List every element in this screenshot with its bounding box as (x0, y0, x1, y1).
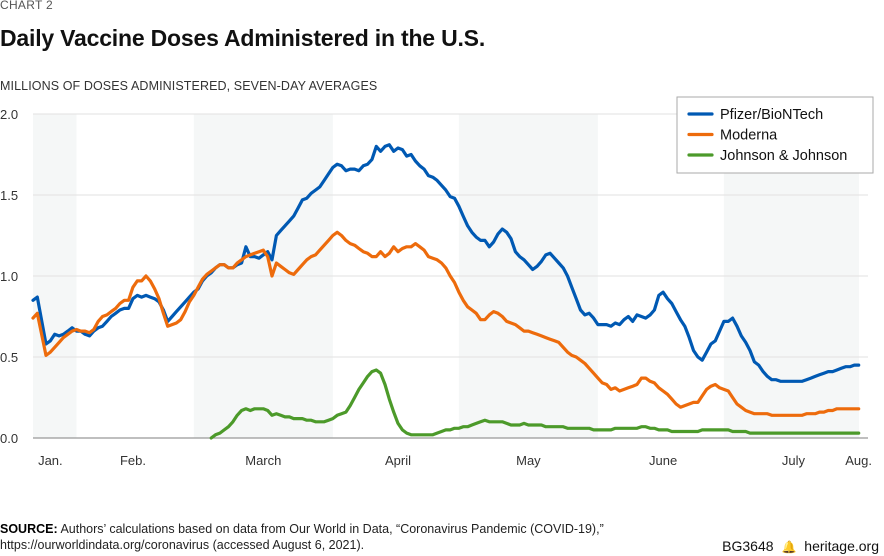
chart-kicker: CHART 2 (0, 0, 54, 12)
series-line-pfizer-biontech (31, 143, 861, 383)
y-tick-label: 2.0 (0, 107, 18, 122)
source-url[interactable]: https://ourworldindata.org/coronavirus (… (0, 538, 365, 552)
x-tick-label: May (516, 453, 541, 468)
y-tick-label: 1.0 (0, 269, 18, 284)
x-tick-label: April (385, 453, 411, 468)
liberty-bell-icon: 🔔 (781, 540, 797, 554)
source-note: SOURCE: Authors’ calculations based on d… (0, 521, 604, 553)
x-tick-label: Feb. (120, 453, 146, 468)
series-lines (31, 143, 861, 440)
source-label: SOURCE: (0, 522, 58, 536)
legend-label: Pfizer/BioNTech (720, 107, 823, 123)
source-text: Authors’ calculations based on data from… (60, 522, 604, 536)
x-tick-label: March (245, 453, 281, 468)
x-tick-label: Aug. (845, 453, 872, 468)
x-axis-ticks: Jan. Feb. March April May June July Aug. (38, 453, 872, 468)
series-line-moderna (31, 230, 861, 417)
y-tick-label: 0.5 (0, 350, 18, 365)
x-tick-label: June (649, 453, 677, 468)
chart-title: Daily Vaccine Doses Administered in the … (0, 25, 486, 51)
x-tick-label: July (782, 453, 806, 468)
x-tick-label: Jan. (38, 453, 63, 468)
credit: BG3648 🔔 heritage.org (722, 538, 879, 554)
legend: Pfizer/BioNTech Moderna Johnson & Johnson (676, 96, 874, 174)
legend-label: Johnson & Johnson (720, 148, 847, 164)
legend-label: Moderna (720, 128, 778, 144)
y-tick-label: 1.5 (0, 188, 18, 203)
y-axis-ticks: 0.0 0.5 1.0 1.5 2.0 (0, 107, 18, 446)
site-link[interactable]: heritage.org (804, 538, 879, 554)
chart-subtitle: MILLIONS OF DOSES ADMINISTERED, SEVEN-DA… (0, 79, 378, 93)
y-tick-label: 0.0 (0, 431, 18, 446)
report-id: BG3648 (722, 538, 774, 554)
series-line-johnson-johnson (209, 368, 861, 440)
